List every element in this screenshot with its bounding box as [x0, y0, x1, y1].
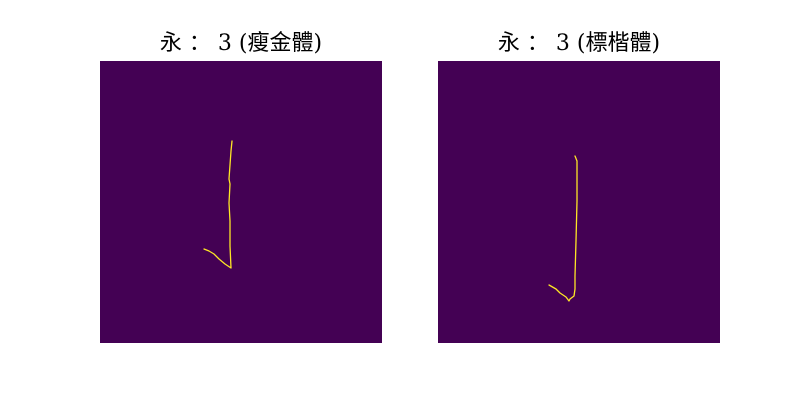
stroke-canvas: [100, 61, 382, 343]
panel-title: 永 ： 3 (標楷體): [497, 31, 661, 56]
panel-title: 永 ： 3 (瘦金體): [159, 31, 323, 56]
panel-shou-jin: 永 ： 3 (瘦金體): [100, 0, 382, 343]
stroke-canvas: [438, 61, 720, 343]
panel-biao-kai: 永 ： 3 (標楷體): [438, 0, 720, 343]
stroke-path: [203, 140, 233, 269]
stroke-path: [548, 155, 578, 302]
stroke-image: [438, 61, 720, 343]
stroke-image: [100, 61, 382, 343]
image-background: [438, 61, 720, 343]
image-background: [100, 61, 382, 343]
